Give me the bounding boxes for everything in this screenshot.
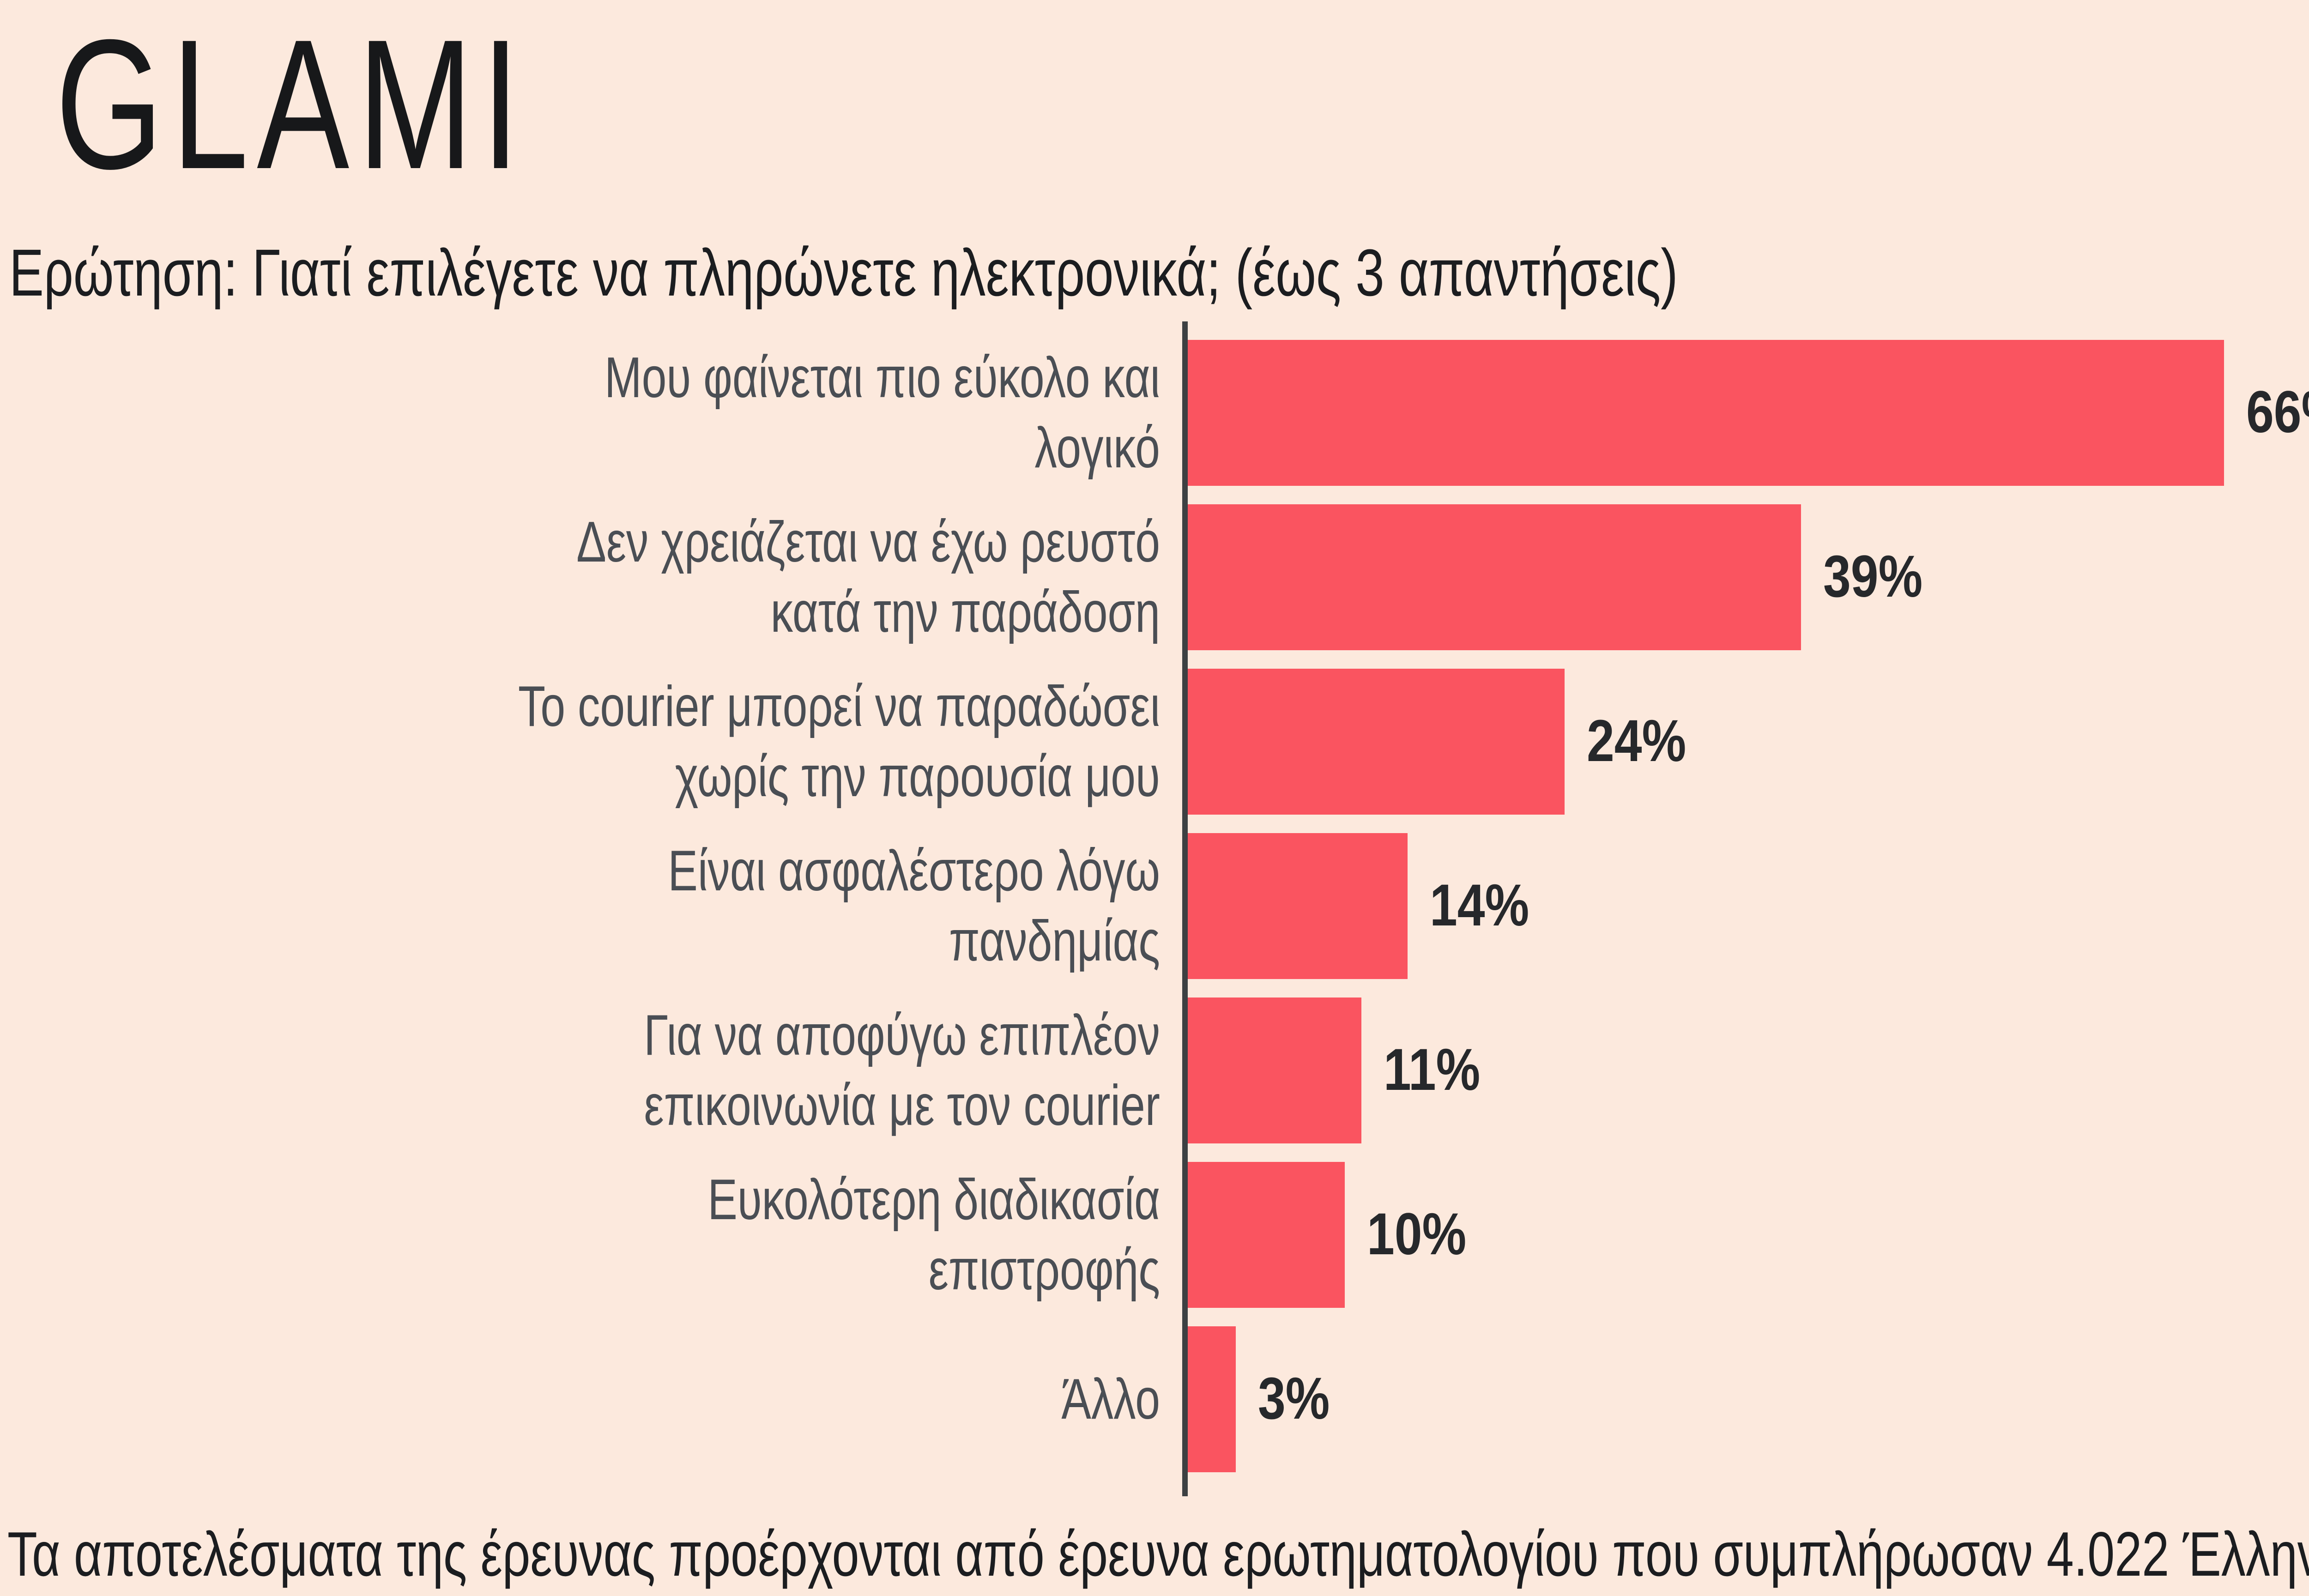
category-label: Δεν χρειάζεται να έχω ρευστό κατά την πα…	[576, 509, 1160, 644]
value-label: 10%	[1367, 1201, 1467, 1267]
category-label: Ευκολότερη διαδικασία επιστροφής	[707, 1167, 1160, 1301]
source-note: Τα αποτελέσματα της έρευνας προέρχονται …	[7, 1520, 2309, 1590]
bar	[1188, 833, 1408, 979]
category-label: Είναι ασφαλέστερο λόγω πανδημίας	[668, 838, 1160, 973]
category-label: Για να αποφύγω επιπλέον επικοινωνία με τ…	[644, 1002, 1160, 1137]
value-label: 11%	[1383, 1036, 1480, 1103]
bar	[1188, 504, 1800, 650]
value-label: 14%	[1430, 872, 1529, 938]
value-label: 39%	[1822, 543, 1922, 610]
value-label: 24%	[1587, 707, 1686, 774]
bar	[1188, 340, 2224, 486]
bar	[1188, 1326, 1235, 1472]
category-label: Άλλο	[1061, 1366, 1160, 1431]
y-axis-line	[1182, 321, 1188, 1496]
bar	[1188, 998, 1360, 1143]
category-label: Μου φαίνεται πιο εύκολο και λογικό	[604, 345, 1160, 479]
bar	[1188, 1162, 1345, 1308]
glami-logo: GLAMI	[55, 2, 528, 209]
value-label: 66%	[2246, 379, 2309, 445]
survey-question-title: Ερώτηση: Γιατί επιλέγετε να πληρώνετε ηλ…	[9, 235, 1678, 310]
bar	[1188, 669, 1565, 815]
category-label: Το courier μπορεί να παραδώσει χωρίς την…	[518, 673, 1160, 808]
value-label: 3%	[1257, 1365, 1329, 1432]
